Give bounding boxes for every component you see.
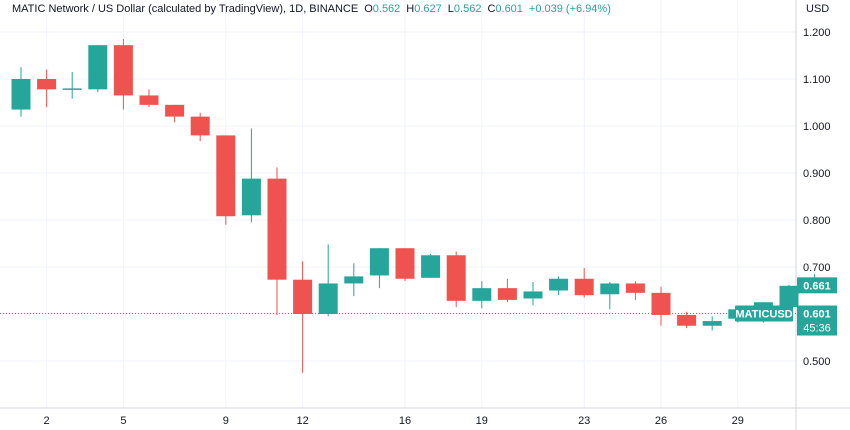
y-tick-label: 1.200 (803, 27, 831, 39)
bar-countdown: 45:36 (803, 323, 831, 335)
y-tick-label: 0.500 (803, 356, 831, 368)
candle-body (216, 135, 236, 217)
x-tick-label: 26 (655, 415, 667, 427)
candle-body (421, 255, 441, 278)
x-tick-label: 2 (44, 415, 50, 427)
candle-body (190, 116, 210, 136)
candle-body (472, 288, 492, 301)
candle-body (37, 79, 57, 90)
chart-legend: MATIC Network / US Dollar (calculated by… (12, 3, 611, 15)
y-tick-label: 0.900 (803, 168, 831, 180)
candle-body (702, 321, 722, 326)
ohlc-high-key: H (406, 3, 415, 15)
candle-body (267, 178, 287, 280)
y-tick-label: 0.800 (803, 215, 831, 227)
symbol-title: MATIC Network / US Dollar (calculated by… (12, 3, 359, 15)
ohlc-close-key: C (487, 3, 496, 15)
candle-body (344, 276, 364, 284)
x-tick-label: 16 (399, 415, 411, 427)
candle-body (88, 45, 108, 90)
ohlc-open-value: 0.562 (372, 3, 401, 15)
symbol-tag-label: MATICUSD (735, 309, 792, 321)
candle-body (369, 248, 389, 276)
candle-body (165, 104, 185, 117)
candle-body (318, 283, 338, 314)
candle-body (113, 45, 133, 96)
candle-body (523, 291, 543, 299)
ohlc-high-value: 0.627 (414, 3, 442, 15)
ohlc-low-key: L (447, 3, 454, 15)
symbol-tag (735, 305, 793, 322)
current-price-label: 0.601 (803, 309, 831, 321)
candle-body (574, 278, 594, 296)
candle-body (497, 288, 517, 300)
candle-body (549, 278, 569, 291)
candle-body (139, 95, 159, 105)
current-price-tag (797, 305, 837, 336)
ohlc-open-key: O (364, 3, 373, 15)
ohlc-close-value: 0.601 (495, 3, 523, 15)
price-change: +0.039 (+6.94%) (528, 3, 611, 15)
candle-body (651, 292, 671, 315)
x-tick-label: 5 (120, 415, 126, 427)
x-tick-label: 23 (578, 415, 590, 427)
x-tick-label: 19 (476, 415, 488, 427)
x-tick-label: 9 (223, 415, 229, 427)
candle-body (241, 178, 261, 216)
last-price-tag (797, 277, 837, 294)
candle-body (11, 79, 31, 110)
y-tick-label: 0.700 (803, 262, 831, 274)
last-price-label: 0.661 (803, 280, 831, 292)
currency-label: USD (806, 3, 830, 15)
x-tick-label: 29 (732, 415, 744, 427)
candle-body (625, 283, 645, 293)
candle-body (395, 248, 415, 279)
y-tick-label: 1.100 (803, 74, 831, 86)
y-tick-label: 1.000 (803, 121, 831, 133)
candle-body (62, 88, 82, 90)
candle-body (779, 285, 799, 307)
x-tick-label: 12 (296, 415, 308, 427)
candle-body (293, 279, 313, 314)
ohlc-low-value: 0.562 (453, 3, 482, 15)
candle-body (677, 314, 697, 326)
candle-body (600, 283, 620, 295)
candle-body (446, 255, 466, 301)
